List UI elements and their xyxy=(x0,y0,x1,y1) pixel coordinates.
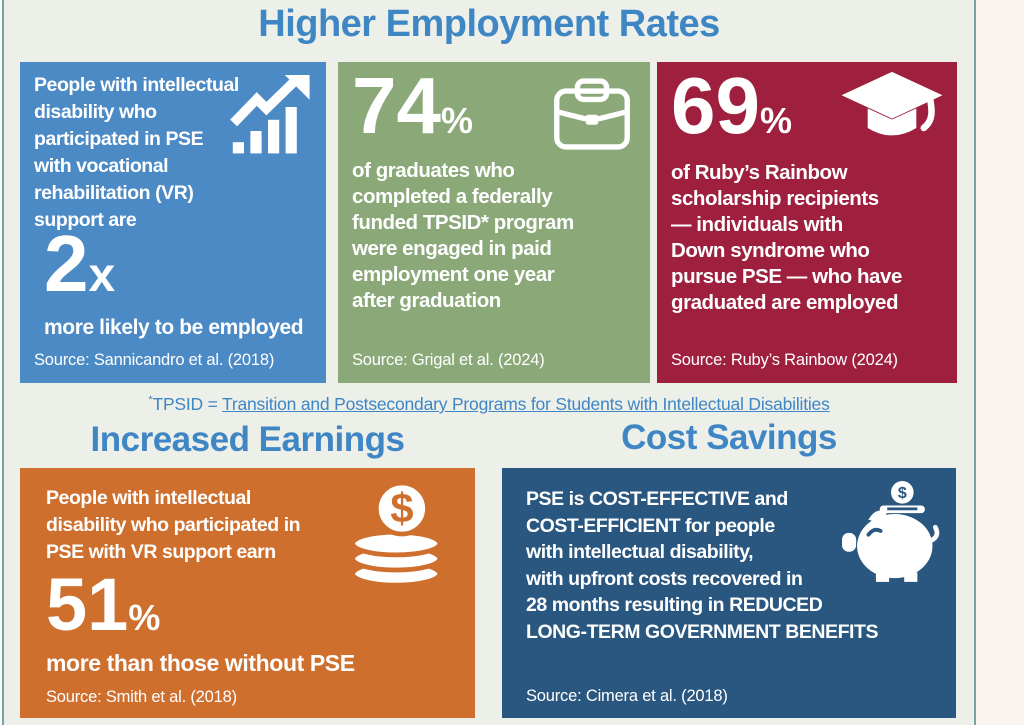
stat-74-percent: 74% xyxy=(352,66,473,146)
source-citation: Source: Grigal et al. (2024) xyxy=(352,351,545,369)
stat-value: 51 xyxy=(46,563,129,646)
stat-suffix: x xyxy=(88,249,116,302)
card-vr-employment: People with intellectual disability who … xyxy=(20,62,326,383)
tpsid-footnote: *TPSID = Transition and Postsecondary Pr… xyxy=(4,394,974,415)
footnote-prefix: TPSID = xyxy=(152,394,223,414)
tpsid-definition-link[interactable]: Transition and Postsecondary Programs fo… xyxy=(222,394,830,414)
card-lead-text: People with intellectual disability who … xyxy=(46,487,301,563)
stat-suffix: % xyxy=(440,100,473,141)
stat-value: 69 xyxy=(671,61,760,150)
source-citation: Source: Ruby’s Rainbow (2024) xyxy=(671,351,898,369)
card-body-text: PSE is COST-EFFECTIVE and COST-EFFICIENT… xyxy=(526,488,879,643)
left-edge-gap xyxy=(0,0,2,725)
dollar-sign-glyph: $ xyxy=(390,485,413,532)
cost-savings-title: Cost Savings xyxy=(621,418,837,457)
stat-suffix: % xyxy=(128,597,161,638)
card-tpsid-employment: 74% of graduates who completed a federal… xyxy=(338,62,650,383)
left-border-line xyxy=(2,0,4,725)
stat-suffix: % xyxy=(759,100,792,141)
source-citation: Source: Cimera et al. (2018) xyxy=(526,687,728,705)
card-body-text: of graduates who completed a federally f… xyxy=(352,159,574,312)
growth-chart-icon xyxy=(230,75,314,155)
stat-caption: more than those without PSE xyxy=(46,650,355,676)
dollar-sign-glyph: $ xyxy=(898,485,907,502)
card-rubys-rainbow: 69% of Ruby’s Rainbow scholarship recipi… xyxy=(657,62,957,383)
stat-51-percent: 51% xyxy=(46,568,161,642)
coins-stack-icon: $ xyxy=(345,482,455,588)
stat-value: 74 xyxy=(352,61,441,150)
stat-2x: 2x xyxy=(44,224,116,304)
page-right-margin xyxy=(976,0,1024,725)
stat-69-percent: 69% xyxy=(671,66,792,146)
card-increased-earnings: People with intellectual disability who … xyxy=(20,468,475,718)
piggy-bank-icon: $ xyxy=(842,480,940,582)
card-cost-savings: PSE is COST-EFFECTIVE and COST-EFFICIENT… xyxy=(502,468,956,718)
source-citation: Source: Smith et al. (2018) xyxy=(46,688,237,706)
card-lead-text: People with intellectual disability who … xyxy=(34,74,239,231)
stat-value: 2 xyxy=(44,219,89,308)
card-body-text: of Ruby’s Rainbow scholarship recipients… xyxy=(671,161,902,314)
footnote-asterisk: * xyxy=(148,394,153,407)
briefcase-icon xyxy=(552,78,632,150)
increased-earnings-title: Increased Earnings xyxy=(90,420,405,459)
graduation-cap-icon xyxy=(837,70,947,156)
source-citation: Source: Sannicandro et al. (2018) xyxy=(34,351,275,369)
right-border-line xyxy=(974,0,976,725)
stat-caption: more likely to be employed xyxy=(44,316,304,339)
main-title: Higher Employment Rates xyxy=(258,3,720,45)
